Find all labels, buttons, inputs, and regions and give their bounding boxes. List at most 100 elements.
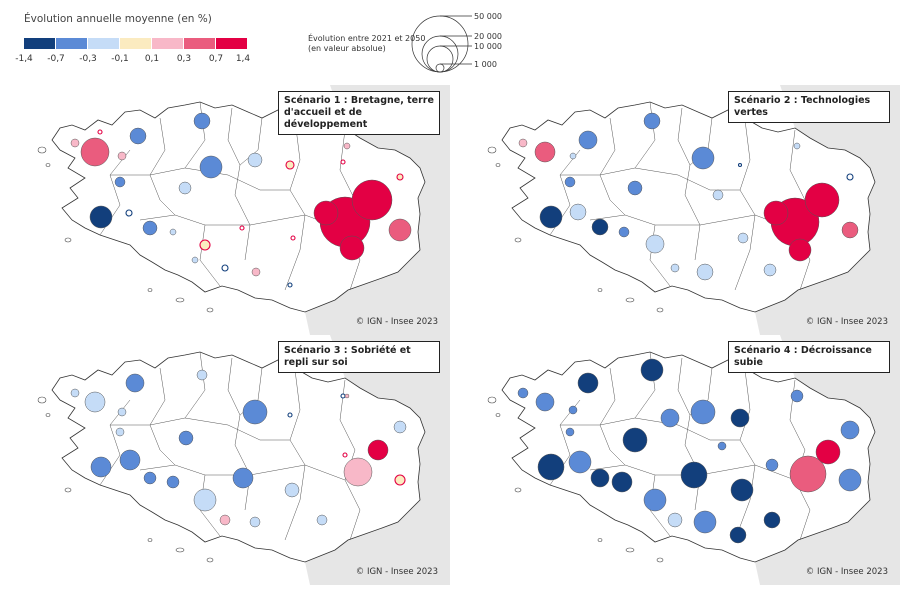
proportional-circle: [712, 189, 724, 201]
proportional-circle: [804, 182, 840, 218]
color-swatch-1: [24, 38, 55, 49]
color-swatch-5: [152, 38, 183, 49]
proportional-circle: [838, 468, 862, 492]
proportional-circle: [388, 218, 412, 242]
proportional-circle: [143, 471, 157, 485]
island: [175, 297, 185, 303]
proportional-circle: [396, 173, 404, 181]
proportional-circle: [119, 449, 141, 471]
proportional-circle: [846, 173, 854, 181]
island: [37, 396, 47, 404]
proportional-circle: [287, 412, 293, 418]
map-panel-3: Scénario 3 : Sobriété et repli sur soi ©…: [0, 335, 450, 585]
proportional-circle: [841, 221, 859, 239]
proportional-circle: [730, 478, 754, 502]
island: [45, 413, 51, 417]
map-credit: © IGN - Insee 2023: [355, 317, 438, 327]
proportional-circle: [393, 420, 407, 434]
island: [147, 288, 153, 292]
proportional-circle: [696, 263, 714, 281]
size-circle-20000: [421, 35, 459, 73]
area-border: [589, 464, 796, 481]
proportional-circle: [221, 264, 229, 272]
proportional-circle: [313, 200, 339, 226]
proportional-circle: [242, 399, 268, 425]
size-legend-caption: Évolution entre 2021 et 2050 (en valeur …: [308, 34, 425, 54]
proportional-circle: [737, 162, 743, 168]
proportional-circle: [680, 461, 708, 489]
island: [656, 557, 664, 563]
neighbor-region-shading: [305, 85, 450, 335]
size-caption-line: (en valeur absolue): [308, 44, 386, 53]
proportional-circle: [249, 516, 261, 528]
scenario-title: Scénario 3 : Sobriété et repli sur soi: [278, 341, 440, 373]
proportional-circle: [166, 475, 180, 489]
proportional-circle: [840, 420, 860, 440]
size-circle-50000: [411, 15, 469, 73]
proportional-circle: [788, 238, 812, 262]
scenario-title: Scénario 4 : Décroissance subie: [728, 341, 890, 373]
proportional-circle: [517, 387, 529, 399]
area-border: [677, 107, 701, 261]
size-circle-10000: [426, 45, 454, 73]
color-swatch-2: [56, 38, 87, 49]
island: [597, 538, 603, 542]
proportional-circle: [568, 405, 578, 415]
proportional-circle: [565, 427, 575, 437]
island: [45, 163, 51, 167]
scenario-title: Scénario 2 : Technologies vertes: [728, 91, 890, 123]
proportional-circle: [219, 514, 231, 526]
region-outline: [501, 351, 876, 563]
island: [206, 307, 214, 313]
island: [514, 487, 522, 493]
proportional-circle: [178, 181, 192, 195]
island: [37, 146, 47, 154]
proportional-circle: [199, 239, 211, 251]
tick-label: -0,7: [47, 54, 65, 64]
region-outline: [51, 101, 426, 313]
color-swatch-7: [216, 38, 247, 49]
proportional-circle: [343, 457, 373, 487]
neighbor-region-shading: [305, 335, 450, 585]
island: [625, 547, 635, 553]
area-border: [589, 214, 796, 231]
proportional-circle: [199, 155, 223, 179]
proportional-circle: [344, 393, 350, 399]
proportional-circle: [114, 176, 126, 188]
proportional-circle: [534, 141, 556, 163]
proportional-circle: [70, 388, 80, 398]
tick-label: -0,1: [111, 54, 129, 64]
proportional-circle: [539, 205, 563, 229]
proportional-circle: [90, 456, 112, 478]
proportional-circle: [667, 512, 683, 528]
area-border: [110, 417, 290, 441]
island: [64, 237, 72, 243]
island: [597, 288, 603, 292]
size-legend: 50 000 20 000 10 000 1 000: [411, 12, 502, 73]
map-credit: © IGN - Insee 2023: [805, 317, 888, 327]
proportional-circle: [193, 488, 217, 512]
proportional-circle: [763, 200, 789, 226]
island: [495, 413, 501, 417]
proportional-circle: [340, 393, 346, 399]
proportional-circle: [115, 427, 125, 437]
area-border: [199, 224, 221, 287]
area-border: [560, 167, 740, 191]
island: [656, 307, 664, 313]
area-border: [734, 369, 756, 541]
size-caption-line: Évolution entre 2021 et 2050: [308, 34, 426, 43]
proportional-circle: [343, 142, 351, 150]
proportional-circle: [518, 138, 528, 148]
neighbor-region-shading: [755, 85, 900, 335]
proportional-circle: [564, 176, 576, 188]
proportional-circle: [89, 205, 113, 229]
proportional-circle: [537, 453, 565, 481]
proportional-circle: [693, 510, 717, 534]
map-credit: © IGN - Insee 2023: [355, 567, 438, 577]
proportional-circle: [670, 263, 680, 273]
map-panel-2: Scénario 2 : Technologies vertes © IGN -…: [450, 85, 900, 335]
proportional-circle: [117, 151, 127, 161]
proportional-circle: [287, 282, 293, 288]
proportional-circle: [196, 369, 208, 381]
proportional-circle: [239, 225, 245, 231]
